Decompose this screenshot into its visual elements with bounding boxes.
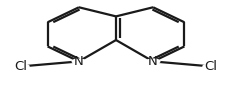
Ellipse shape (72, 59, 85, 64)
Ellipse shape (202, 64, 218, 69)
Text: N: N (74, 55, 83, 68)
Text: Cl: Cl (14, 60, 27, 73)
Ellipse shape (146, 59, 159, 64)
Ellipse shape (13, 64, 29, 69)
Text: N: N (148, 55, 157, 68)
Text: Cl: Cl (204, 60, 217, 73)
